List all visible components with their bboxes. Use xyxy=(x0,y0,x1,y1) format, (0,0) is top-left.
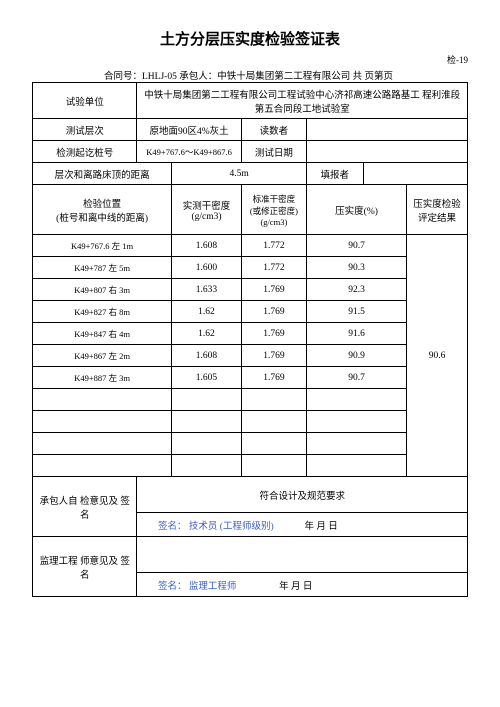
data-row: K49+767.6 左 1m 1.608 1.772 90.7 90.6 xyxy=(33,235,468,257)
contract-line: 合同号：LHLJ-05 承包人：中铁十局集团第二工程有限公司 共 页第页 xyxy=(32,68,468,82)
data-row: K49+827 右 8m 1.62 1.769 91.5 xyxy=(33,301,468,323)
contractor-row: 承包人自 检意见及 签 名 符合设计及规范要求 xyxy=(33,477,468,513)
hdr-loc: 检验位置 (桩号和离中线的距离) xyxy=(33,185,172,235)
cell-meas: 1.608 xyxy=(172,235,242,257)
cell-std: 1.772 xyxy=(241,235,306,257)
label-test-layer: 测试层次 xyxy=(33,119,137,141)
label-contractor: 承包人自 检意见及 签 名 xyxy=(33,477,137,537)
hdr-pct: 压实度(%) xyxy=(307,185,407,235)
label-test-date: 测试日期 xyxy=(241,141,306,163)
data-row: K49+887 左 3m 1.605 1.769 90.7 xyxy=(33,367,468,389)
header-row: 检验位置 (桩号和离中线的距离) 实测干密度 (g/cm3) 标准干密度 (或修… xyxy=(33,185,468,235)
cell-result: 90.6 xyxy=(407,235,468,477)
label-stake: 检测起讫桩号 xyxy=(33,141,137,163)
hdr-eval: 压实度检验 评定结果 xyxy=(407,185,468,235)
row-unit: 试验单位 中铁十局集团第二工程有限公司工程试验中心济祁高速公路路基工 程利淮段第… xyxy=(33,83,468,119)
doc-number: 检-19 xyxy=(32,53,468,66)
main-table: 试验单位 中铁十局集团第二工程有限公司工程试验中心济祁高速公路路基工 程利淮段第… xyxy=(32,82,468,597)
label-layer-dist: 层次和离路床顶的距离 xyxy=(33,163,172,185)
val-sup-blank xyxy=(137,537,468,573)
data-row: K49+867 左 2m 1.608 1.769 90.9 xyxy=(33,345,468,367)
row-dist: 层次和离路床顶的距离 4.5m 填报者 xyxy=(33,163,468,185)
sign-line-2: 签名： 监理工程师 年 月 日 xyxy=(137,573,468,597)
val-test-date xyxy=(307,141,468,163)
val-layer-dist: 4.5m xyxy=(172,163,307,185)
row-layer: 测试层次 原地面90区4%灰土 读数者 xyxy=(33,119,468,141)
empty-row xyxy=(33,433,468,455)
hdr-std: 标准干密度 (或修正密度) (g/cm3) xyxy=(241,185,306,235)
label-supervisor: 监理工程 师意见及 签 名 xyxy=(33,537,137,597)
empty-row xyxy=(33,389,468,411)
val-conform: 符合设计及规范要求 xyxy=(137,477,468,513)
val-test-layer: 原地面90区4%灰土 xyxy=(137,119,241,141)
supervisor-row: 监理工程 师意见及 签 名 xyxy=(33,537,468,573)
val-stake: K49+767.6～K49+867.6 xyxy=(137,141,241,163)
empty-row xyxy=(33,411,468,433)
val-reporter xyxy=(363,163,467,185)
data-row: K49+807 右 3m 1.633 1.769 92.3 xyxy=(33,279,468,301)
data-row: K49+787 左 5m 1.600 1.772 90.3 xyxy=(33,257,468,279)
sign-line-1: 签名： 技术员 (工程师级别) 年 月 日 xyxy=(137,513,468,537)
label-reporter: 填报者 xyxy=(307,163,364,185)
row-stake: 检测起讫桩号 K49+767.6～K49+867.6 测试日期 xyxy=(33,141,468,163)
cell-pct: 90.7 xyxy=(307,235,407,257)
label-reader: 读数者 xyxy=(241,119,306,141)
val-test-unit: 中铁十局集团第二工程有限公司工程试验中心济祁高速公路路基工 程利淮段第五合同段工… xyxy=(137,83,468,119)
val-reader xyxy=(307,119,468,141)
empty-row xyxy=(33,455,468,477)
data-row: K49+847 右 4m 1.62 1.769 91.6 xyxy=(33,323,468,345)
cell-loc: K49+767.6 左 1m xyxy=(33,235,172,257)
label-test-unit: 试验单位 xyxy=(33,83,137,119)
page-title: 土方分层压实度检验签证表 xyxy=(32,28,468,49)
hdr-meas: 实测干密度 (g/cm3) xyxy=(172,185,242,235)
